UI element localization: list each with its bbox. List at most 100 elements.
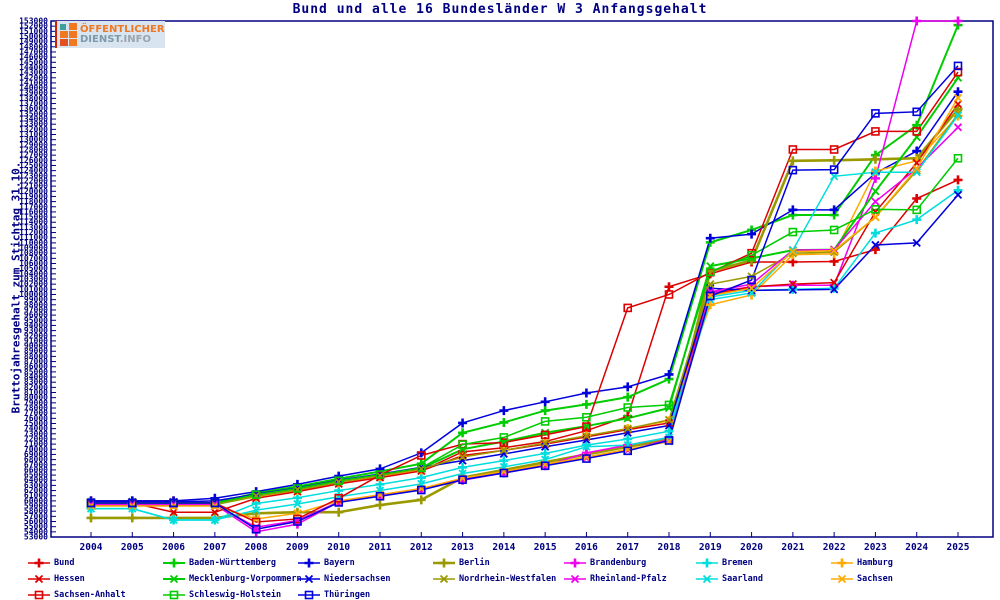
y-tick-label: 98000 <box>24 300 48 309</box>
marker-x <box>706 280 715 289</box>
series-line-Mecklenburg-Vorpommern <box>91 77 959 506</box>
x-tick-label: 2024 <box>905 542 928 553</box>
marker-x <box>953 93 963 103</box>
marker-square <box>871 109 880 118</box>
x-tick-label: 2025 <box>947 542 970 553</box>
y-tick-label: 91000 <box>24 336 48 345</box>
series-line-Schleswig-Holstein <box>91 157 959 504</box>
series-line-Baden-Württemberg <box>91 24 959 504</box>
marker-plus <box>953 175 963 185</box>
marker-square <box>540 430 550 440</box>
y-tick-label: 122000 <box>19 176 48 185</box>
y-tick-label: 131000 <box>19 130 48 139</box>
series-line-Sachsen-Anhalt <box>91 71 959 523</box>
marker-x <box>664 418 674 428</box>
marker-plus <box>458 428 468 438</box>
x-tick-label: 2023 <box>864 542 887 553</box>
y-tick-label: 120000 <box>19 187 48 196</box>
x-tick-label: 2016 <box>575 542 598 553</box>
marker-square <box>664 290 674 299</box>
marker-square <box>705 291 715 301</box>
y-axis-title: Bruttojahresgehalt zum Stichtag 31.10. <box>9 161 23 414</box>
y-tick-label: 76000 <box>24 414 48 423</box>
y-tick-label: 89000 <box>24 347 48 356</box>
marker-x <box>210 508 219 517</box>
marker-square <box>829 165 839 174</box>
marker-plus <box>334 507 344 517</box>
y-tick-label: 64000 <box>24 476 48 485</box>
y-tick-label: 135000 <box>19 109 48 118</box>
marker-x <box>871 168 880 177</box>
y-tick-label: 80000 <box>24 393 48 402</box>
marker-square <box>458 475 467 485</box>
marker-square <box>499 438 509 447</box>
y-tick-label: 68000 <box>24 455 48 464</box>
marker-square <box>829 145 839 154</box>
marker-square <box>334 476 344 486</box>
y-tick-label: 53000 <box>24 533 48 542</box>
marker-plus <box>499 406 509 416</box>
logo-text: ÖFFENTLICHER DIENST.INFO <box>80 23 165 45</box>
logo-line1: ÖFFENTLICHER <box>80 23 165 35</box>
y-tick-label: 150000 <box>19 32 48 41</box>
y-tick-label: 54000 <box>24 527 48 536</box>
marker-square <box>953 153 963 163</box>
y-tick-label: 73000 <box>24 429 48 438</box>
marker-x <box>541 438 550 448</box>
marker-plus <box>829 205 839 215</box>
oeffentlicher-dienst-info-logo[interactable]: ÖFFENTLICHER DIENST.INFO <box>55 21 165 48</box>
x-tick-label: 2006 <box>162 542 185 553</box>
y-tick-label: 75000 <box>24 419 48 428</box>
marker-x <box>169 508 178 517</box>
marker-square <box>499 468 509 478</box>
marker-x <box>830 246 839 255</box>
y-tick-label: 123000 <box>19 171 48 180</box>
marker-plus <box>870 154 880 164</box>
marker-square <box>788 145 798 154</box>
y-tick-label: 111000 <box>19 233 48 242</box>
y-tick-label: 58000 <box>24 507 48 516</box>
marker-square <box>582 454 591 463</box>
y-tick-label: 125000 <box>19 161 48 170</box>
marker-square <box>788 227 798 237</box>
y-tick-label: 93000 <box>24 326 48 335</box>
marker-square <box>623 403 633 412</box>
marker-x <box>830 278 839 287</box>
x-tick-label: 2009 <box>286 542 309 553</box>
marker-plus <box>127 513 137 523</box>
y-tick-label: 104000 <box>19 269 48 278</box>
y-tick-label: 127000 <box>19 151 48 160</box>
marker-plus <box>623 434 633 444</box>
marker-plus <box>870 245 880 255</box>
marker-plus <box>788 156 798 166</box>
y-tick-label: 90000 <box>24 342 48 351</box>
y-tick-label: 128000 <box>19 146 48 155</box>
marker-x <box>169 515 178 525</box>
marker-square <box>293 517 302 526</box>
series-line-Thüringen <box>91 65 959 531</box>
y-tick-label: 67000 <box>24 460 48 469</box>
marker-x <box>788 247 797 256</box>
y-tick-label: 133000 <box>19 120 48 129</box>
x-tick-label: 2020 <box>740 542 763 553</box>
y-tick-label: 121000 <box>19 182 48 191</box>
marker-plus <box>334 486 344 496</box>
marker-plus <box>912 194 922 204</box>
y-tick-label: 79000 <box>24 398 48 407</box>
series-line-Bremen <box>91 189 959 521</box>
y-tick-label: 86000 <box>24 362 48 371</box>
marker-plus <box>788 205 798 215</box>
marker-plus <box>705 233 715 243</box>
marker-square <box>540 461 550 471</box>
marker-square <box>251 524 261 534</box>
x-tick-label: 2018 <box>658 542 681 553</box>
marker-plus <box>623 382 633 392</box>
marker-x <box>830 285 839 294</box>
marker-x <box>830 172 839 181</box>
marker-square <box>499 433 509 442</box>
marker-square <box>829 225 839 235</box>
y-tick-label: 70000 <box>24 445 48 454</box>
marker-square <box>86 498 96 508</box>
y-tick-label: 151000 <box>19 27 48 36</box>
x-tick-label: 2021 <box>781 542 804 553</box>
